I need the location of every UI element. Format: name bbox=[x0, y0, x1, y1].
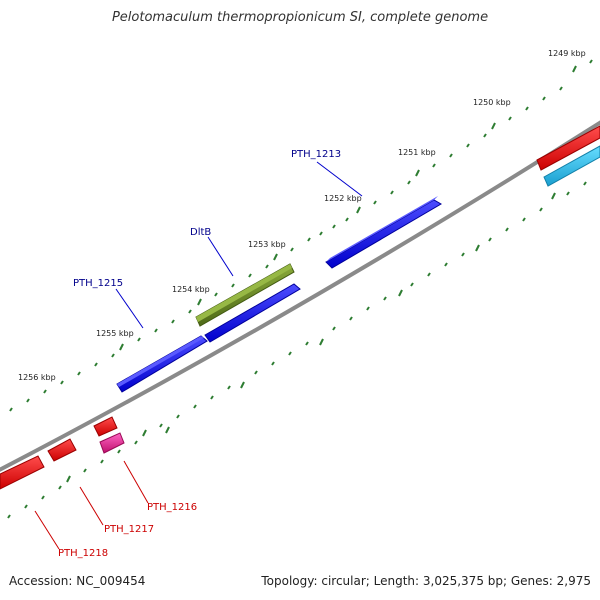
gene-label-pth-1216[interactable]: PTH_1216 bbox=[147, 502, 197, 513]
gene-arrow-other-right[interactable] bbox=[543, 145, 600, 187]
gene-arrow-pth-1213[interactable] bbox=[325, 199, 442, 269]
gene-arrow-pth-1214[interactable] bbox=[204, 283, 301, 343]
gene-arrow-dltb-top bbox=[196, 264, 292, 322]
gene-label-pth-1217[interactable]: PTH_1217 bbox=[104, 524, 154, 535]
ruler-label-1252: 1252 kbp bbox=[324, 194, 362, 203]
gene-arrow-pth-1217[interactable] bbox=[47, 438, 77, 462]
gene-labels: PTH_1213 DltB PTH_1215 PTH_1216 PTH_1217… bbox=[58, 149, 341, 559]
ruler-label-1250: 1250 kbp bbox=[473, 98, 511, 107]
gene-arrow-pth-1216b[interactable] bbox=[93, 416, 118, 437]
gene-label-pth-1215[interactable]: PTH_1215 bbox=[73, 278, 123, 289]
ruler-label-1255: 1255 kbp bbox=[96, 329, 134, 338]
accession-text: Accession: NC_009454 bbox=[9, 574, 146, 588]
ruler-label-1249: 1249 kbp bbox=[548, 49, 586, 58]
label-leaders bbox=[34, 161, 363, 550]
forward-strand-genes bbox=[116, 196, 442, 393]
gene-arrow-pth-1218[interactable] bbox=[0, 455, 45, 490]
outer-tick-ring bbox=[9, 59, 593, 412]
gene-label-pth-1213[interactable]: PTH_1213 bbox=[291, 149, 341, 160]
inner-tick-ring bbox=[7, 181, 587, 519]
map-title: Pelotomaculum thermopropionicum SI, comp… bbox=[111, 10, 489, 25]
gene-label-dltb[interactable]: DltB bbox=[190, 227, 211, 238]
ruler-label-1251: 1251 kbp bbox=[398, 148, 436, 157]
gene-arrow-pth-1213-top bbox=[326, 196, 438, 262]
ruler-labels: 1249 kbp 1250 kbp 1251 kbp 1252 kbp 1253… bbox=[18, 49, 586, 382]
gene-arrow-pth-1212[interactable] bbox=[536, 125, 600, 171]
genome-backbone bbox=[0, 120, 600, 472]
gene-label-pth-1218[interactable]: PTH_1218 bbox=[58, 548, 108, 559]
gene-arrow-pth-1216[interactable] bbox=[99, 432, 125, 454]
genome-summary-text: Topology: circular; Length: 3,025,375 bp… bbox=[261, 574, 591, 588]
ruler-label-1253: 1253 kbp bbox=[248, 240, 286, 249]
reverse-strand-genes bbox=[0, 125, 600, 490]
ruler-label-1254: 1254 kbp bbox=[172, 285, 210, 294]
ruler-label-1256: 1256 kbp bbox=[18, 373, 56, 382]
gene-arrow-pth-1215-top bbox=[117, 336, 204, 387]
